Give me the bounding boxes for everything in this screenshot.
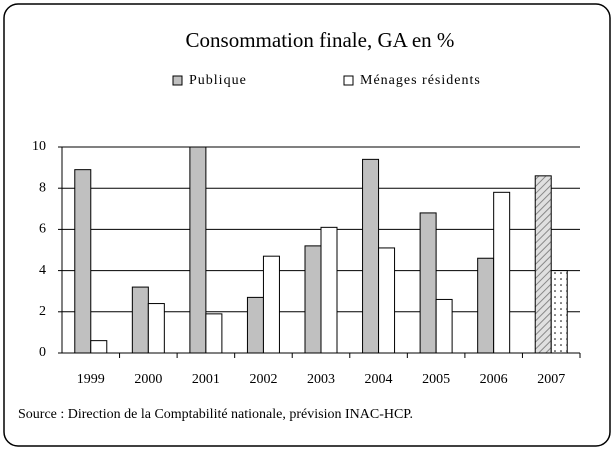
bar xyxy=(131,286,149,354)
x-tick-label: 2003 xyxy=(307,372,335,387)
bar xyxy=(147,303,165,354)
bar xyxy=(419,212,437,354)
x-tick-label: 2002 xyxy=(249,372,277,387)
x-tick-label: 1999 xyxy=(77,372,105,387)
bar xyxy=(246,296,264,354)
y-tick-label: 8 xyxy=(39,180,46,195)
legend-swatch xyxy=(172,75,183,86)
x-tick-label: 2001 xyxy=(192,372,220,387)
bar xyxy=(493,191,511,354)
bar xyxy=(534,175,552,354)
y-tick-label: 2 xyxy=(39,304,46,319)
bar xyxy=(435,298,453,354)
bar xyxy=(477,257,495,354)
bar xyxy=(320,226,338,354)
bar xyxy=(205,313,223,354)
y-tick-label: 10 xyxy=(32,139,46,154)
bar xyxy=(550,270,568,354)
x-tick-label: 2006 xyxy=(480,372,508,387)
y-tick-label: 0 xyxy=(39,345,46,360)
bar xyxy=(189,146,207,354)
source-note: Source : Direction de la Comptabilité na… xyxy=(18,407,413,422)
bar xyxy=(74,169,92,354)
x-tick-label: 2005 xyxy=(422,372,450,387)
legend-label: Ménages résidents xyxy=(360,73,481,88)
x-tick-label: 2000 xyxy=(134,372,162,387)
chart-title: Consommation finale, GA en % xyxy=(186,28,455,52)
bar xyxy=(90,340,108,354)
x-tick-label: 2004 xyxy=(365,372,393,387)
y-tick-label: 4 xyxy=(39,263,46,278)
legend-label: Publique xyxy=(189,73,247,88)
bar xyxy=(304,245,322,354)
y-tick-label: 6 xyxy=(39,222,46,237)
bar xyxy=(378,247,396,354)
legend-swatch xyxy=(343,75,354,86)
x-tick-label: 2007 xyxy=(537,372,565,387)
bar xyxy=(262,255,280,354)
bar xyxy=(362,158,380,354)
